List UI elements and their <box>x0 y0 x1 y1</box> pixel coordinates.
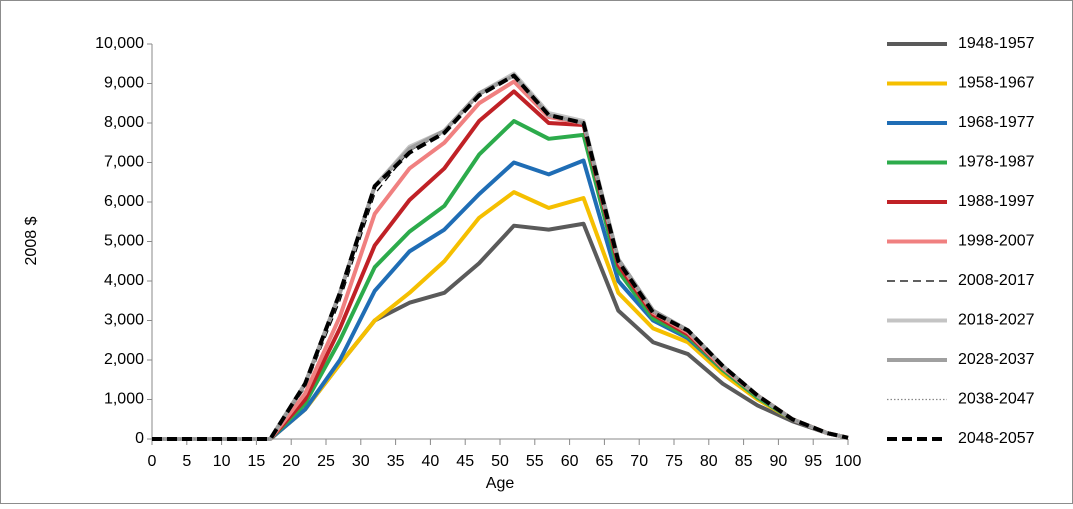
x-tick-label: 35 <box>387 453 405 470</box>
x-tick-label: 30 <box>352 453 370 470</box>
y-tick-label: 4,000 <box>104 272 144 289</box>
y-tick-label: 9,000 <box>104 75 144 92</box>
x-tick-label: 80 <box>700 453 718 470</box>
legend-label: 1968-1977 <box>958 114 1035 131</box>
legend-label: 1978-1987 <box>958 154 1035 171</box>
y-tick-label: 10,000 <box>95 35 144 52</box>
y-axis-title: 2008 $ <box>23 216 40 265</box>
y-tick-label: 0 <box>135 430 144 447</box>
x-tick-label: 25 <box>317 453 335 470</box>
y-tick-label: 7,000 <box>104 154 144 171</box>
legend-label: 2028-2037 <box>958 351 1035 368</box>
x-tick-label: 100 <box>835 453 862 470</box>
x-tick-label: 70 <box>630 453 648 470</box>
x-tick-label: 50 <box>491 453 509 470</box>
y-tick-label: 8,000 <box>104 114 144 131</box>
legend-label: 1988-1997 <box>958 193 1035 210</box>
y-tick-label: 1,000 <box>104 391 144 408</box>
x-tick-label: 15 <box>248 453 266 470</box>
y-tick-label: 5,000 <box>104 233 144 250</box>
legend-label: 1998-2007 <box>958 233 1035 250</box>
x-tick-label: 75 <box>665 453 683 470</box>
legend-label: 2018-2027 <box>958 312 1035 329</box>
x-tick-label: 0 <box>148 453 157 470</box>
x-tick-label: 20 <box>282 453 300 470</box>
x-tick-label: 95 <box>804 453 822 470</box>
x-tick-label: 90 <box>770 453 788 470</box>
legend-label: 2038-2047 <box>958 391 1035 408</box>
x-tick-label: 45 <box>456 453 474 470</box>
x-tick-label: 5 <box>182 453 191 470</box>
legend-label: 1958-1967 <box>958 75 1035 92</box>
x-axis-title: Age <box>486 475 515 492</box>
x-tick-label: 85 <box>735 453 753 470</box>
legend-label: 1948-1957 <box>958 35 1035 52</box>
x-tick-label: 55 <box>526 453 544 470</box>
legend-label: 2048-2057 <box>958 430 1035 447</box>
x-tick-label: 65 <box>596 453 614 470</box>
y-tick-label: 2,000 <box>104 351 144 368</box>
x-tick-label: 40 <box>422 453 440 470</box>
legend-label: 2008-2017 <box>958 272 1035 289</box>
y-tick-label: 3,000 <box>104 312 144 329</box>
x-tick-label: 10 <box>213 453 231 470</box>
x-tick-label: 60 <box>561 453 579 470</box>
y-tick-label: 6,000 <box>104 193 144 210</box>
